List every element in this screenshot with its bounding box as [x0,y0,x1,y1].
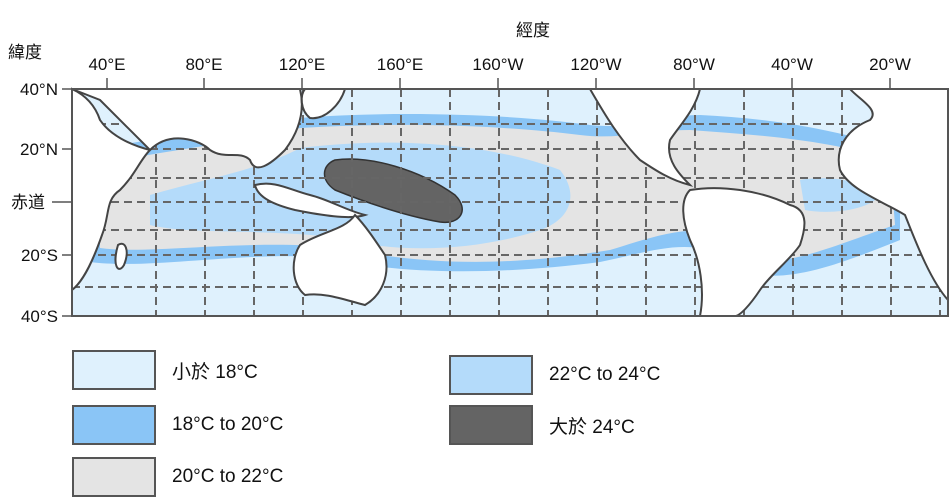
land-asia [71,88,303,169]
land-indonesia [253,182,369,219]
land-north-america [588,88,702,187]
land-europe-africa-west [837,88,949,303]
legend-swatch [72,457,156,497]
y-axis-title: 緯度 [8,43,42,62]
x-tick-label: 20°W [869,55,911,74]
y-tick-label: 40°S [21,307,58,326]
legend-swatch [72,350,156,390]
land-madagascar [114,242,128,270]
land-south-america [682,187,806,317]
land-africa-east [71,87,152,293]
legend-label: 小於 18°C [172,361,258,383]
y-tick-label: 40°N [20,80,58,99]
legend-swatch [72,405,156,445]
x-axis-title: 經度 [516,21,550,40]
x-tick-label: 80°E [185,55,222,74]
legend-label: 18°C to 20°C [172,414,284,435]
y-tick-label: 20°N [20,140,58,159]
x-tick-label: 120°E [279,55,326,74]
legend-item-above-24: 大於 24°C [449,405,635,445]
x-tick-label: 160°W [472,55,523,74]
legend-swatch [449,355,533,395]
legend-label: 22°C to 24°C [549,364,661,385]
x-tick-label: 160°E [377,55,424,74]
zone-above-24 [323,158,463,224]
y-tick-label: 赤道 [11,193,45,212]
legend-label: 大於 24°C [549,416,635,438]
land [71,87,949,317]
legend-item-below-18: 小於 18°C [72,350,258,390]
x-tick-label: 120°W [570,55,621,74]
land-australia [292,213,388,307]
land-japan [300,88,347,120]
legend-item-18-20: 18°C to 20°C [72,405,283,445]
map-frame [71,88,949,317]
legend-item-20-22: 20°C to 22°C [72,457,283,497]
legend-label: 20°C to 22°C [172,466,284,487]
x-tick-label: 80°W [673,55,715,74]
legend-swatch [449,405,533,445]
x-tick-label: 40°E [88,55,125,74]
legend-item-22-24: 22°C to 24°C [449,355,660,395]
x-tick-label: 40°W [771,55,813,74]
y-tick-label: 20°S [21,246,58,265]
